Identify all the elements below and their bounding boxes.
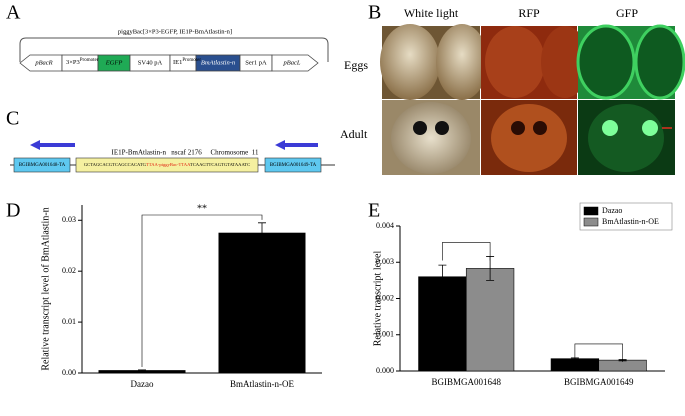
eye bbox=[511, 121, 525, 135]
comparison-bracket bbox=[442, 242, 491, 261]
eye bbox=[642, 120, 658, 136]
bar bbox=[218, 232, 306, 374]
error-bar bbox=[258, 222, 266, 244]
y-tick-label: 0.003 bbox=[376, 257, 394, 266]
moth bbox=[491, 104, 567, 172]
gene-label: BGIBMGA001648-TA bbox=[19, 163, 66, 168]
segment-label: IE1 bbox=[173, 59, 182, 66]
row-header: Adult bbox=[340, 127, 368, 141]
sequence-part: TTAA-piggyBac-TTAA bbox=[146, 162, 191, 167]
segment-label: pBacL bbox=[283, 59, 301, 66]
y-tick-label: 0.02 bbox=[62, 266, 76, 275]
segment-label: pBacR bbox=[34, 59, 52, 66]
moth bbox=[588, 104, 664, 172]
y-tick-label: 0.002 bbox=[376, 293, 394, 302]
segment-label: BmAtlastin-n bbox=[201, 59, 235, 66]
y-tick-label: 0.004 bbox=[376, 221, 394, 230]
bar bbox=[465, 268, 515, 372]
segment-label: SV40 pA bbox=[138, 59, 163, 66]
y-tick-label: 0.00 bbox=[62, 368, 76, 377]
x-tick-label: BGIBMGA001649 bbox=[564, 377, 634, 387]
legend-label: Dazao bbox=[602, 206, 622, 215]
y-tick-label: 0.01 bbox=[62, 317, 76, 326]
panel-label: A bbox=[6, 2, 21, 24]
pbacl-box bbox=[271, 54, 319, 72]
panel-label: D bbox=[6, 200, 20, 222]
photo-grid bbox=[380, 24, 685, 175]
eye bbox=[435, 121, 449, 135]
panel-label: E bbox=[368, 200, 380, 222]
moth bbox=[391, 102, 471, 174]
segment-label: 3×P3 bbox=[66, 59, 80, 66]
column-header: White light bbox=[404, 6, 459, 20]
error-bar bbox=[138, 369, 146, 372]
comparison-bracket bbox=[574, 343, 623, 362]
legend-swatch bbox=[583, 206, 599, 216]
orientation-arrow bbox=[275, 140, 318, 150]
y-tick-label: 0.000 bbox=[376, 366, 394, 375]
eye bbox=[602, 120, 618, 136]
orientation-arrow bbox=[30, 140, 75, 150]
panel-label: B bbox=[368, 2, 381, 24]
egg bbox=[541, 26, 589, 98]
segment-label: EGFP bbox=[105, 59, 123, 66]
superscript: Promoter bbox=[80, 58, 99, 63]
legend-swatch bbox=[583, 217, 599, 227]
insertion-caption: IE1P-BmAtlastin-n nscaf 2176 Chromosome … bbox=[112, 149, 259, 157]
construct-map bbox=[19, 54, 319, 72]
egg bbox=[634, 24, 685, 100]
y-axis-label: Relative transcript level bbox=[372, 251, 383, 347]
bar bbox=[418, 276, 467, 372]
x-tick-label: BGIBMGA001648 bbox=[431, 377, 501, 387]
sequence: GCTAGCACGTCAGCCACATGTTAA-piggyBac-TTAATC… bbox=[84, 162, 250, 167]
segment-label: IE1Promoter bbox=[173, 58, 201, 66]
egg bbox=[436, 24, 488, 100]
significance-bracket bbox=[141, 214, 263, 367]
y-tick-label: 0.001 bbox=[376, 330, 394, 339]
egg bbox=[485, 26, 545, 98]
y-axis-label: Relative transcript level of BmAtlastin-… bbox=[40, 207, 51, 370]
gene-label: BGIBMGA001649-TA bbox=[270, 163, 317, 168]
sequence-part: GCTAGCACGTCAGCCACATG bbox=[84, 162, 147, 167]
column-header: RFP bbox=[518, 6, 540, 20]
segment-label: 3×P3Promoter bbox=[66, 58, 99, 66]
plasmid-outline bbox=[19, 37, 329, 62]
gene-box bbox=[13, 157, 71, 173]
eye bbox=[533, 121, 547, 135]
row-header: Eggs bbox=[344, 58, 368, 72]
egg bbox=[576, 24, 636, 100]
eye bbox=[413, 121, 427, 135]
legend-label: BmAtlastin-n-OE bbox=[602, 217, 659, 226]
egg bbox=[380, 24, 440, 100]
x-tick-label: BmAtlastin-n-OE bbox=[230, 379, 294, 389]
error-bar bbox=[438, 264, 447, 289]
significance-label: ** bbox=[197, 203, 207, 214]
y-tick-label: 0.03 bbox=[62, 215, 76, 224]
segment-label: Ser1 pA bbox=[245, 59, 267, 66]
gene-box bbox=[264, 157, 322, 173]
sequence-box bbox=[75, 157, 259, 173]
panel-label: C bbox=[6, 108, 19, 130]
column-header: GFP bbox=[616, 6, 638, 20]
sequence-part: TCAAGTTCAGTGTATAAATC bbox=[190, 162, 250, 167]
x-tick-label: Dazao bbox=[131, 379, 154, 389]
construct-title: piggyBac[3×P3-EGFP, IE1P-BmAtlastin-n] bbox=[118, 28, 232, 35]
superscript: Promoter bbox=[182, 58, 201, 63]
